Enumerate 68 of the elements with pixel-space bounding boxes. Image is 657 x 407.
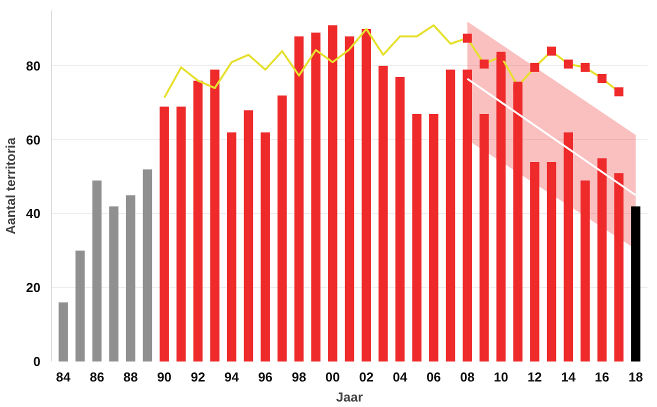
bar	[75, 250, 85, 362]
point	[614, 87, 624, 96]
bar	[597, 158, 607, 362]
x-axis-title: Jaar	[336, 390, 363, 404]
y-tick-label: 0	[33, 354, 41, 369]
y-tick-label: 20	[26, 280, 41, 296]
bar	[294, 36, 304, 362]
bar	[530, 162, 540, 362]
bar	[126, 195, 136, 362]
bar	[546, 162, 556, 362]
bar	[311, 32, 320, 362]
bar	[109, 206, 118, 362]
x-tick-label: 88	[123, 370, 138, 384]
y-tick-label: 80	[26, 58, 41, 74]
bar	[344, 36, 354, 362]
bar	[580, 180, 590, 362]
bar	[378, 66, 388, 362]
bar	[429, 114, 438, 362]
point	[530, 62, 540, 72]
x-tick-label: 04	[392, 370, 408, 384]
x-tick-label: 92	[190, 370, 206, 384]
bar	[260, 132, 270, 362]
bar	[142, 169, 152, 362]
bar	[160, 106, 169, 362]
bar	[210, 70, 220, 362]
bar	[58, 302, 68, 362]
bar	[92, 180, 102, 362]
bar	[176, 106, 186, 362]
bar	[328, 25, 338, 362]
point	[496, 52, 506, 61]
y-tick-label: 40	[26, 206, 41, 222]
x-tick-label: 16	[594, 370, 610, 384]
bar	[480, 114, 489, 362]
bar	[193, 80, 203, 362]
bar	[614, 173, 624, 362]
point	[598, 74, 607, 83]
x-tick-label: 10	[494, 370, 508, 384]
point	[462, 34, 472, 43]
x-tick-label: 86	[90, 370, 104, 384]
x-tick-label: 18	[628, 370, 643, 384]
x-tick-label: 98	[292, 370, 306, 384]
bar	[462, 70, 472, 362]
point	[480, 60, 489, 69]
y-tick-label: 60	[26, 132, 41, 148]
x-tick-label: 94	[224, 370, 240, 384]
y-axis-title: Aantal territoria	[3, 136, 18, 234]
point	[513, 82, 522, 91]
x-tick-label: 90	[157, 370, 172, 384]
x-tick-label: 00	[325, 370, 340, 384]
bar	[412, 114, 422, 362]
bar	[446, 70, 456, 362]
bar	[631, 206, 640, 362]
bar	[395, 77, 405, 362]
bar	[278, 95, 287, 362]
x-tick-label: 12	[527, 370, 542, 384]
x-tick-label: 02	[359, 370, 374, 384]
bar	[362, 28, 371, 362]
x-tick-label: 14	[561, 370, 576, 384]
point	[564, 60, 573, 69]
x-tick-label: 96	[258, 370, 273, 384]
bar	[564, 132, 573, 362]
bar	[227, 132, 236, 362]
x-tick-label: 08	[460, 370, 475, 384]
point	[547, 46, 556, 56]
x-tick-label: 06	[426, 370, 441, 384]
point	[580, 62, 590, 72]
x-tick-label: 84	[56, 370, 72, 384]
bar	[244, 110, 254, 362]
